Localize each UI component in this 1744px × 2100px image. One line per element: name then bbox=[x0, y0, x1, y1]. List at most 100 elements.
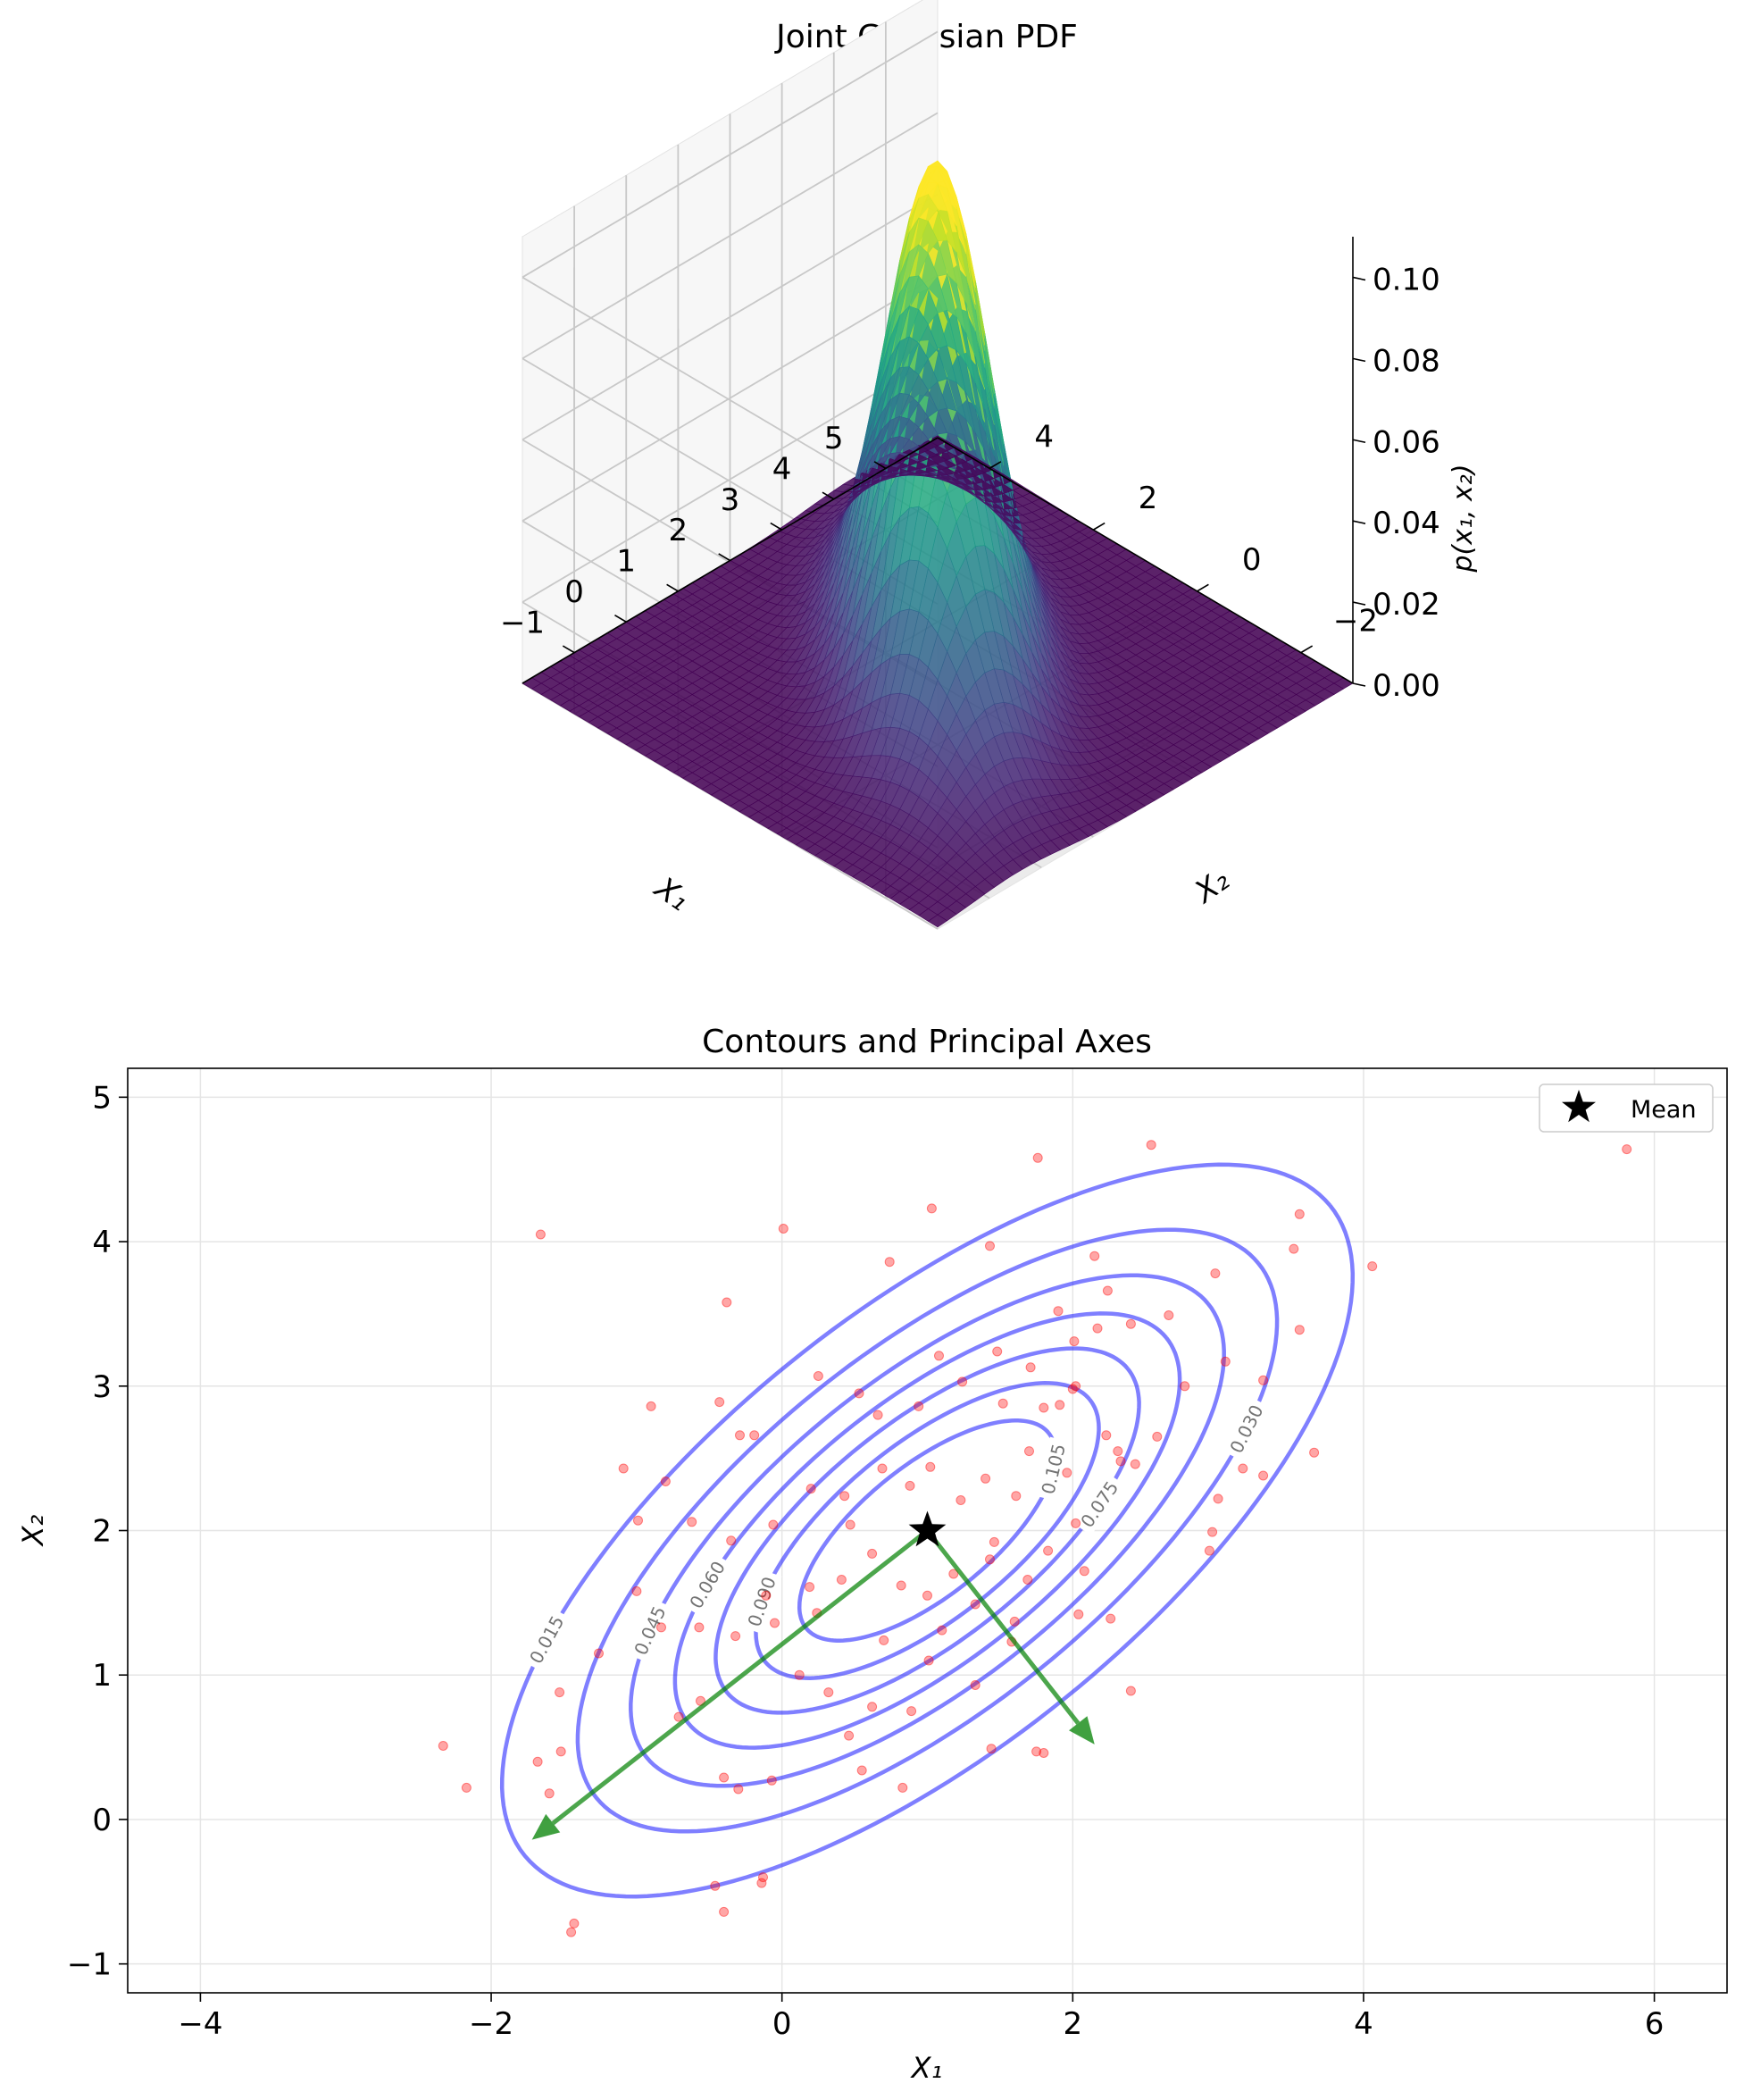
sample-point bbox=[1213, 1493, 1223, 1504]
sample-point bbox=[1101, 1430, 1112, 1441]
contour-line bbox=[797, 1418, 1058, 1643]
sample-point bbox=[1011, 1491, 1022, 1502]
x-tick-label: −2 bbox=[469, 2006, 513, 2042]
sample-point bbox=[766, 1775, 777, 1786]
sample-point bbox=[997, 1398, 1008, 1409]
sample-point bbox=[1031, 1746, 1042, 1757]
sample-point bbox=[770, 1618, 780, 1628]
sample-point bbox=[1025, 1362, 1036, 1373]
sample-point bbox=[749, 1430, 760, 1441]
x-tick-label: −4 bbox=[178, 2006, 222, 2042]
sample-point bbox=[1220, 1356, 1231, 1367]
x-tick-label: 4 bbox=[1034, 419, 1054, 455]
sample-point bbox=[955, 1495, 966, 1505]
sample-point bbox=[948, 1569, 959, 1579]
sample-point bbox=[1106, 1613, 1116, 1624]
contour-label-gap bbox=[628, 1598, 672, 1663]
sample-point bbox=[1055, 1400, 1065, 1410]
sample-point bbox=[1062, 1468, 1072, 1478]
z-tick-mark bbox=[1352, 682, 1366, 687]
legend: Mean bbox=[1539, 1083, 1714, 1133]
y-tick-label: 1 bbox=[92, 1658, 112, 1694]
sample-point bbox=[845, 1519, 855, 1530]
sample-point bbox=[758, 1872, 768, 1883]
sample-point bbox=[985, 1554, 995, 1565]
sample-point bbox=[823, 1687, 834, 1698]
sample-point bbox=[768, 1519, 779, 1530]
y-tick-label: 2 bbox=[669, 513, 688, 548]
z-tick-mark bbox=[1352, 439, 1366, 444]
wall-gridline bbox=[522, 30, 939, 279]
sample-point bbox=[854, 1388, 864, 1399]
sample-point bbox=[1115, 1456, 1126, 1467]
surface-y-axis-label: X₂ bbox=[1187, 862, 1236, 911]
sample-point bbox=[733, 1784, 744, 1795]
y-tick-label: −1 bbox=[67, 1947, 112, 1983]
sample-point bbox=[438, 1741, 448, 1751]
sample-point bbox=[618, 1463, 629, 1474]
sample-point bbox=[989, 1536, 999, 1547]
sample-point bbox=[934, 1351, 944, 1361]
principal-axis-arrowhead bbox=[1069, 1716, 1095, 1744]
z-tick-mark bbox=[1352, 520, 1366, 524]
sample-point bbox=[970, 1599, 980, 1610]
legend-entry-mean: Mean bbox=[1631, 1096, 1697, 1124]
sample-point bbox=[710, 1880, 721, 1891]
y-tick-mark bbox=[614, 614, 627, 623]
z-tick-label: 0.02 bbox=[1373, 587, 1440, 623]
contour-y-ticks: −1 0 1 2 3 4 5 bbox=[67, 1080, 128, 1983]
z-tick-label: 0.00 bbox=[1373, 668, 1440, 704]
legend-box bbox=[1539, 1083, 1714, 1133]
sample-point bbox=[1092, 1323, 1103, 1334]
y-tick-label: 3 bbox=[721, 482, 740, 518]
sample-point bbox=[896, 1580, 906, 1591]
sample-point bbox=[687, 1517, 697, 1527]
x-tick-label: 4 bbox=[1354, 2006, 1373, 2042]
sample-point bbox=[1022, 1575, 1033, 1585]
sample-point bbox=[1294, 1325, 1305, 1335]
sample-point bbox=[1039, 1748, 1049, 1758]
sample-point bbox=[1009, 1616, 1020, 1627]
sample-point bbox=[569, 1918, 580, 1928]
sample-point bbox=[1032, 1152, 1043, 1163]
sample-point bbox=[633, 1515, 643, 1526]
contour-label-gap bbox=[741, 1569, 782, 1635]
sample-point bbox=[805, 1484, 816, 1494]
y-tick-label: 5 bbox=[824, 421, 844, 456]
z-tick-label: 0.04 bbox=[1373, 506, 1440, 541]
sample-point bbox=[794, 1669, 805, 1680]
sample-point bbox=[884, 1257, 895, 1268]
sample-point bbox=[897, 1782, 908, 1793]
sample-point bbox=[1073, 1609, 1084, 1619]
sample-point bbox=[914, 1401, 924, 1411]
sample-point bbox=[937, 1625, 947, 1636]
sample-point bbox=[980, 1473, 991, 1484]
sample-point bbox=[555, 1687, 565, 1698]
sample-point bbox=[1043, 1545, 1054, 1556]
sample-point bbox=[1079, 1566, 1089, 1577]
y-tick-label: −1 bbox=[500, 605, 545, 640]
sample-point bbox=[879, 1635, 889, 1645]
contour-line bbox=[499, 1162, 1356, 1899]
sample-point bbox=[905, 1480, 915, 1491]
sample-point bbox=[992, 1346, 1003, 1357]
y-tick-label: 0 bbox=[564, 574, 584, 610]
sample-point bbox=[813, 1371, 823, 1381]
sample-point bbox=[532, 1756, 543, 1767]
sample-point bbox=[722, 1297, 732, 1308]
principal-axis-line bbox=[925, 1528, 1081, 1725]
sample-point bbox=[1102, 1285, 1113, 1296]
y-tick-label: 3 bbox=[92, 1369, 112, 1405]
y-tick-label: 2 bbox=[92, 1514, 112, 1550]
sample-point bbox=[555, 1746, 566, 1757]
x-tick-label: −2 bbox=[1333, 604, 1378, 640]
sample-point bbox=[923, 1655, 934, 1666]
sample-point bbox=[594, 1648, 604, 1659]
sample-point bbox=[1024, 1446, 1034, 1457]
sample-point bbox=[1125, 1318, 1136, 1329]
sample-point bbox=[1210, 1268, 1221, 1279]
sample-point bbox=[730, 1631, 741, 1642]
